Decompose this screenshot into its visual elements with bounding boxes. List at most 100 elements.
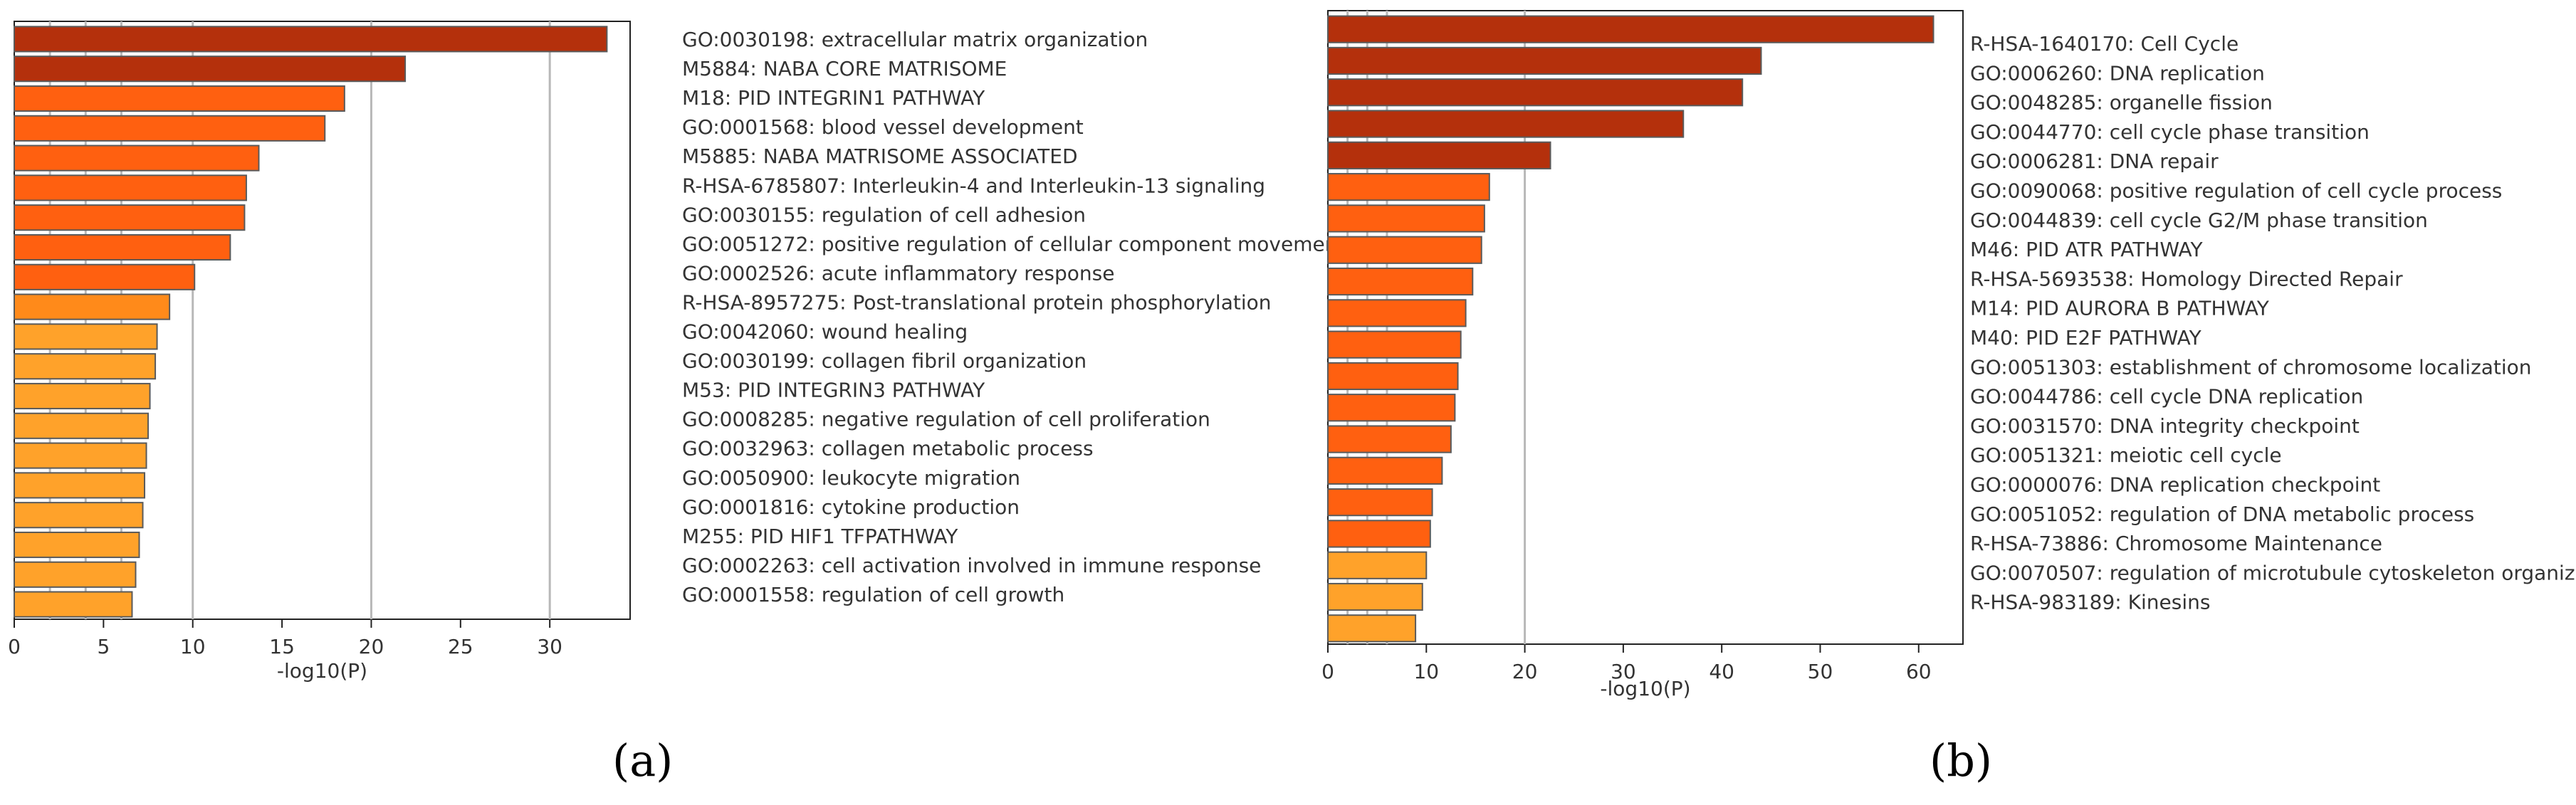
category-label: M255: PID HIF1 TFPATHWAY xyxy=(682,525,958,548)
bar xyxy=(14,353,157,380)
bar xyxy=(14,591,133,618)
category-label: M53: PID INTEGRIN3 PATHWAY xyxy=(682,379,985,402)
bar xyxy=(14,26,608,53)
category-label: GO:0051272: positive regulation of cellu… xyxy=(682,232,1345,256)
bar xyxy=(1327,46,1762,75)
x-tick-label: 30 xyxy=(1611,660,1636,683)
bar xyxy=(1327,173,1490,201)
category-label: GO:0090068: positive regulation of cell … xyxy=(1970,179,2502,203)
bar xyxy=(14,382,151,410)
category-label: GO:0051321: meiotic cell cycle xyxy=(1970,443,2282,467)
category-label: M14: PID AURORA B PATHWAY xyxy=(1970,297,2270,320)
category-label: GO:0050900: leukocyte migration xyxy=(682,466,1020,490)
category-label: GO:0030198: extracellular matrix organiz… xyxy=(682,28,1148,51)
bar xyxy=(14,502,144,529)
bar xyxy=(1327,551,1428,579)
bar xyxy=(14,115,326,142)
category-label: R-HSA-8957275: Post-translational protei… xyxy=(682,290,1272,314)
bar xyxy=(1327,456,1443,485)
category-label: GO:0001558: regulation of cell growth xyxy=(682,583,1064,606)
category-label: GO:0031570: DNA integrity checkpoint xyxy=(1970,414,2360,438)
bar xyxy=(1327,582,1423,611)
category-label: GO:0030199: collagen fibril organization xyxy=(682,349,1087,373)
category-label: GO:0002263: cell activation involved in … xyxy=(682,554,1261,577)
panel-a-chart: GO:0030198: extracellular matrix organiz… xyxy=(8,21,1345,786)
category-label: GO:0006281: DNA repair xyxy=(1970,149,2219,173)
category-label: R-HSA-1640170: Cell Cycle xyxy=(1970,32,2239,56)
category-label: GO:0001568: blood vessel development xyxy=(682,115,1084,139)
category-label: GO:0048285: organelle fission xyxy=(1970,91,2273,115)
category-label: R-HSA-983189: Kinesins xyxy=(1970,591,2210,614)
category-label: R-HSA-73886: Chromosome Maintenance xyxy=(1970,532,2382,555)
x-tick-label: 20 xyxy=(359,635,384,658)
category-label: GO:0044786: cell cycle DNA replication xyxy=(1970,385,2363,409)
category-label: M46: PID ATR PATHWAY xyxy=(1970,238,2204,261)
bar xyxy=(1327,520,1431,548)
bar xyxy=(1327,78,1744,107)
bar xyxy=(1327,141,1551,169)
category-label: M5885: NABA MATRISOME ASSOCIATED xyxy=(682,144,1078,168)
bar xyxy=(1327,299,1467,327)
x-axis-label: -log10(P) xyxy=(277,659,367,683)
bar xyxy=(1327,236,1482,264)
bar xyxy=(1327,425,1452,453)
bar xyxy=(1327,394,1456,422)
panel-label: (a) xyxy=(612,735,673,786)
bar xyxy=(1327,362,1459,391)
x-tick-label: 0 xyxy=(8,635,21,658)
x-tick-label: 0 xyxy=(1321,660,1334,683)
bar xyxy=(14,85,345,112)
category-label: GO:0051303: establishment of chromosome … xyxy=(1970,355,2532,379)
bar xyxy=(1327,15,1934,43)
x-tick-label: 50 xyxy=(1808,660,1833,683)
x-tick-label: 10 xyxy=(180,635,206,658)
bar xyxy=(1327,204,1485,233)
category-label: M40: PID E2F PATHWAY xyxy=(1970,326,2202,349)
bar xyxy=(14,531,140,559)
bar xyxy=(14,56,407,83)
category-label: GO:0042060: wound healing xyxy=(682,320,968,344)
bar xyxy=(1327,614,1417,643)
category-label: M18: PID INTEGRIN1 PATHWAY xyxy=(682,86,985,110)
bar xyxy=(1327,267,1474,296)
category-label: GO:0044839: cell cycle G2/M phase transi… xyxy=(1970,209,2428,232)
category-label: M5884: NABA CORE MATRISOME xyxy=(682,57,1007,80)
category-label: R-HSA-5693538: Homology Directed Repair xyxy=(1970,267,2403,290)
bar xyxy=(14,561,137,588)
category-label: GO:0000076: DNA replication checkpoint xyxy=(1970,473,2380,497)
x-axis-label: -log10(P) xyxy=(1600,677,1690,700)
x-tick-label: 10 xyxy=(1413,660,1439,683)
category-label: GO:0006260: DNA replication xyxy=(1970,61,2265,85)
category-label: GO:0032963: collagen metabolic process xyxy=(682,437,1094,461)
category-label: GO:0070507: regulation of microtubule cy… xyxy=(1970,561,2576,584)
bar xyxy=(14,442,147,469)
bar xyxy=(14,472,146,499)
x-tick-label: 60 xyxy=(1906,660,1932,683)
bar xyxy=(14,144,260,172)
category-label: GO:0002526: acute inflammatory response xyxy=(682,261,1114,285)
panel-b-chart: R-HSA-1640170: Cell Cycle GO:0006260: DNA… xyxy=(1321,10,2576,786)
category-label: GO:0008285: negative regulation of cell … xyxy=(682,408,1210,431)
bar xyxy=(1327,488,1433,517)
category-label: GO:0044770: cell cycle phase transition xyxy=(1970,120,2370,144)
bar xyxy=(14,233,231,261)
x-tick-label: 30 xyxy=(537,635,562,658)
bar xyxy=(14,412,150,439)
bar xyxy=(14,323,158,350)
x-tick-label: 40 xyxy=(1709,660,1734,683)
bar xyxy=(1327,330,1462,359)
category-label: GO:0030155: regulation of cell adhesion xyxy=(682,203,1086,226)
bar xyxy=(14,204,246,231)
x-tick-label: 20 xyxy=(1512,660,1538,683)
x-tick-label: 15 xyxy=(269,635,295,658)
bar xyxy=(14,263,196,290)
category-label: GO:0001816: cytokine production xyxy=(682,495,1020,519)
bar xyxy=(14,174,247,201)
category-label: R-HSA-6785807: Interleukin-4 and Interle… xyxy=(682,174,1265,197)
x-tick-label: 5 xyxy=(97,635,110,658)
x-tick-label: 25 xyxy=(448,635,473,658)
category-label: GO:0051052: regulation of DNA metabolic … xyxy=(1970,503,2474,526)
panel-label: (b) xyxy=(1930,735,1992,786)
bar xyxy=(1327,110,1685,138)
